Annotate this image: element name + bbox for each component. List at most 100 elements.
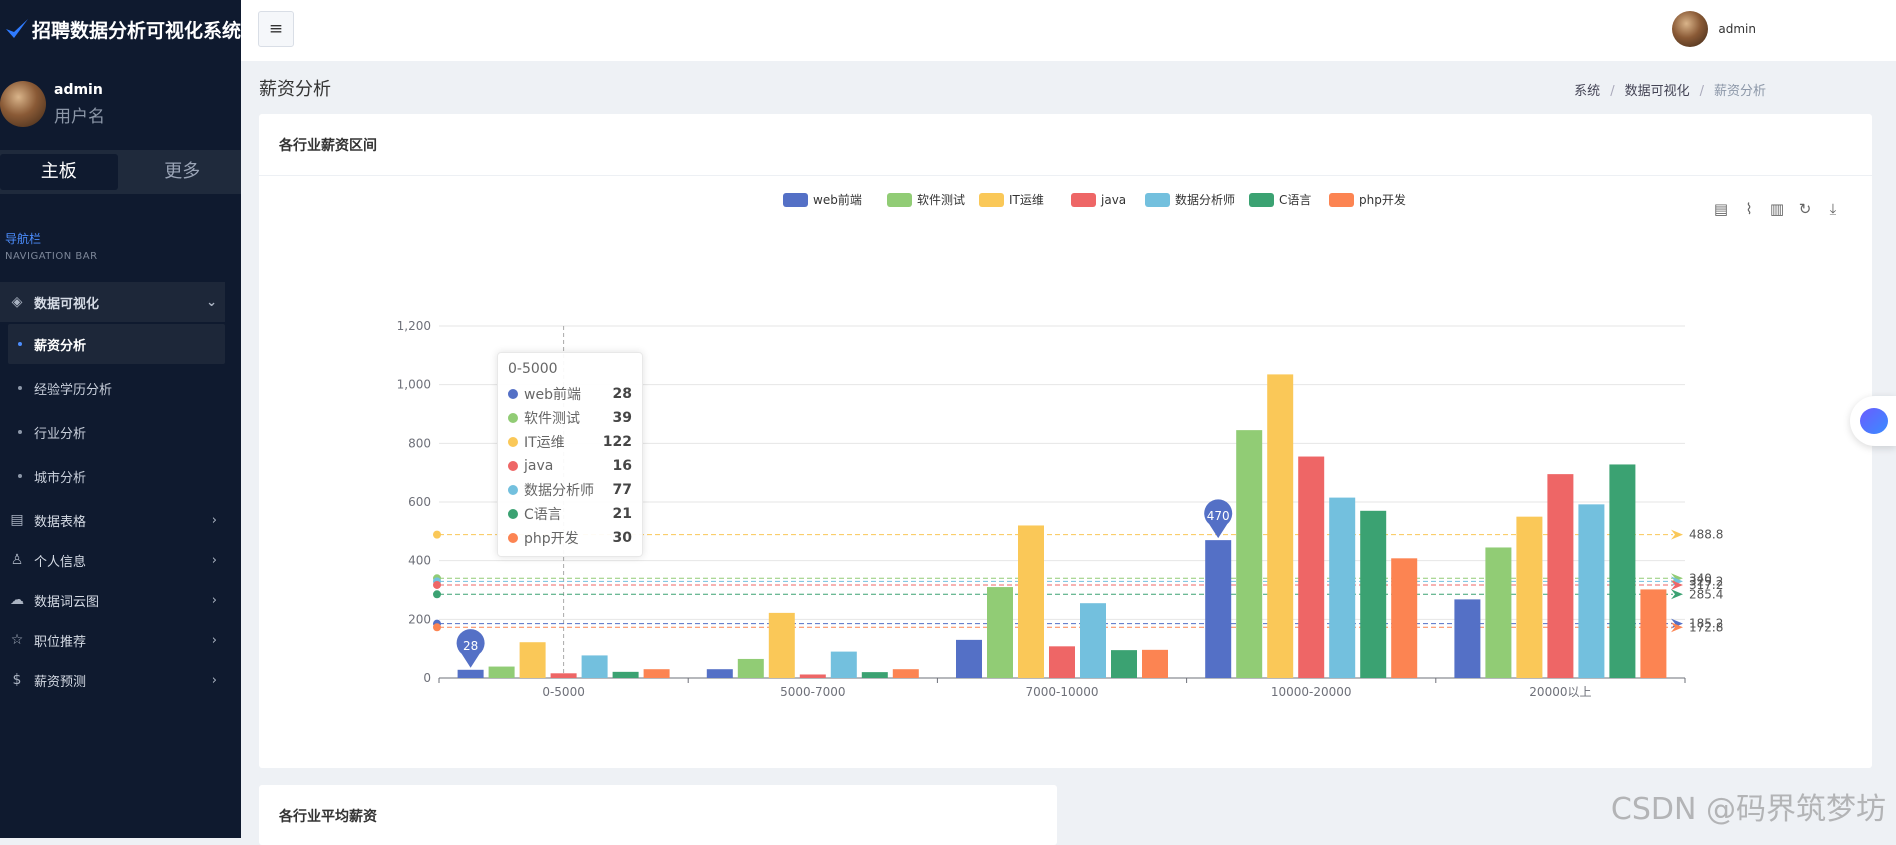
bar (1236, 430, 1262, 678)
tooltip-dot (508, 389, 518, 399)
y-tick-label: 1,200 (397, 319, 431, 333)
tooltip-value: 16 (613, 458, 632, 474)
menu-data-table[interactable]: ▤ 数据表格 › (0, 500, 225, 540)
legend-swatch (1249, 193, 1274, 207)
breadcrumb-viz[interactable]: 数据可视化 (1625, 84, 1690, 99)
y-tick-label: 0 (423, 671, 431, 685)
y-tick-label: 1,000 (397, 378, 431, 392)
tooltip-value: 21 (613, 506, 632, 522)
bar (1547, 474, 1573, 678)
bar (1142, 650, 1168, 678)
sidebar-item-label: 城市分析 (34, 467, 86, 486)
bar (1360, 511, 1386, 678)
top-user-menu[interactable]: admin (1672, 11, 1756, 47)
markpoint-label: 470 (1207, 509, 1230, 523)
breadcrumb-system[interactable]: 系统 (1574, 84, 1600, 99)
user-icon: ♙ (8, 552, 26, 568)
bullet-icon (18, 474, 22, 478)
data-view-icon[interactable]: ▤ (1712, 200, 1730, 218)
avatar[interactable] (0, 81, 46, 127)
legend-swatch (887, 193, 912, 207)
sidebar-item-industry[interactable]: 行业分析 (8, 412, 225, 452)
bar (1485, 547, 1511, 678)
tooltip-dot (508, 461, 518, 471)
watermark: CSDN @码界筑梦坊 (1611, 784, 1886, 828)
menu-profile-label: 个人信息 (34, 551, 86, 570)
bar (458, 670, 484, 678)
breadcrumb-sep: / (1610, 84, 1614, 99)
layers-icon: ◈ (8, 294, 26, 310)
menu-wordcloud[interactable]: ☁ 数据词云图 › (0, 580, 225, 620)
bar (1080, 603, 1106, 678)
tooltip-series-name: IT运维 (524, 432, 603, 452)
tooltip-series-name: 数据分析师 (524, 480, 613, 500)
bar (1111, 650, 1137, 678)
tab-more[interactable]: 更多 (124, 154, 242, 190)
bar (893, 669, 919, 678)
star-icon: ☆ (8, 632, 26, 648)
sidebar-item-city[interactable]: 城市分析 (8, 456, 225, 496)
tooltip-series-name: web前端 (524, 384, 613, 404)
cloud-icon: ☁ (8, 592, 26, 608)
app-title: 招聘数据分析可视化系统 (32, 16, 241, 43)
markline-label: 172.8 (1689, 620, 1723, 634)
bar (1454, 599, 1480, 678)
line-chart-icon[interactable]: ⌇ (1740, 200, 1758, 218)
legend-label: 数据分析师 (1175, 192, 1235, 207)
tooltip-dot (508, 413, 518, 423)
bar (707, 669, 733, 678)
sidebar-menu: ◈ 数据可视化 ⌄ 薪资分析 经验学历分析 行业分析 城市分析 ▤ 数据表格 ›… (0, 282, 241, 700)
menu-toggle-icon[interactable]: ≡ (258, 11, 294, 47)
bar (862, 672, 888, 678)
tooltip-value: 77 (613, 482, 632, 498)
sidebar-item-label: 行业分析 (34, 423, 86, 442)
tooltip-dot (508, 437, 518, 447)
tab-main[interactable]: 主板 (0, 154, 118, 190)
sidebar-item-salary[interactable]: 薪资分析 (8, 324, 225, 364)
bar-chart-icon[interactable]: ▥ (1768, 200, 1786, 218)
page-title: 薪资分析 (259, 75, 331, 101)
x-tick-label: 5000-7000 (780, 685, 845, 699)
check-logo-icon (4, 16, 30, 42)
chevron-right-icon: › (212, 633, 217, 648)
bar (1516, 517, 1542, 678)
legend-swatch (783, 193, 808, 207)
avatar[interactable] (1672, 11, 1708, 47)
app-brand[interactable]: 招聘数据分析可视化系统 (0, 0, 241, 58)
menu-profile[interactable]: ♙ 个人信息 › (0, 540, 225, 580)
bar (1298, 457, 1324, 678)
legend-label: web前端 (813, 192, 862, 207)
legend-label: 软件测试 (917, 192, 965, 207)
bar (956, 640, 982, 678)
bar (738, 659, 764, 678)
menu-data-viz[interactable]: ◈ 数据可视化 ⌄ (0, 282, 225, 322)
chevron-right-icon: › (212, 513, 217, 528)
tooltip-series-name: php开发 (524, 528, 613, 548)
menu-recommend-label: 职位推荐 (34, 631, 86, 650)
nav-label: 导航栏 NAVIGATION BAR (0, 194, 241, 262)
chevron-right-icon: › (212, 593, 217, 608)
menu-data-table-label: 数据表格 (34, 511, 86, 530)
menu-predict[interactable]: $ 薪资预测 › (0, 660, 225, 700)
bar (1267, 374, 1293, 678)
tooltip-series-name: C语言 (524, 504, 613, 524)
tooltip-series-name: java (524, 458, 613, 474)
bar (831, 652, 857, 678)
assistant-float-button[interactable] (1850, 396, 1896, 446)
y-tick-label: 200 (408, 612, 431, 626)
sidebar-item-label: 薪资分析 (34, 335, 86, 354)
sidebar-item-label: 经验学历分析 (34, 379, 112, 398)
bar (1391, 558, 1417, 678)
nav-label-zh: 导航栏 (5, 230, 241, 247)
menu-recommend[interactable]: ☆ 职位推荐 › (0, 620, 225, 660)
breadcrumb-current: 薪资分析 (1714, 84, 1766, 99)
sidebar-item-experience[interactable]: 经验学历分析 (8, 368, 225, 408)
tooltip-value: 28 (613, 386, 632, 402)
bar (551, 673, 577, 678)
legend-label: C语言 (1279, 193, 1311, 207)
refresh-icon[interactable]: ↻ (1796, 200, 1814, 218)
download-icon[interactable]: ⤓ (1824, 200, 1842, 218)
